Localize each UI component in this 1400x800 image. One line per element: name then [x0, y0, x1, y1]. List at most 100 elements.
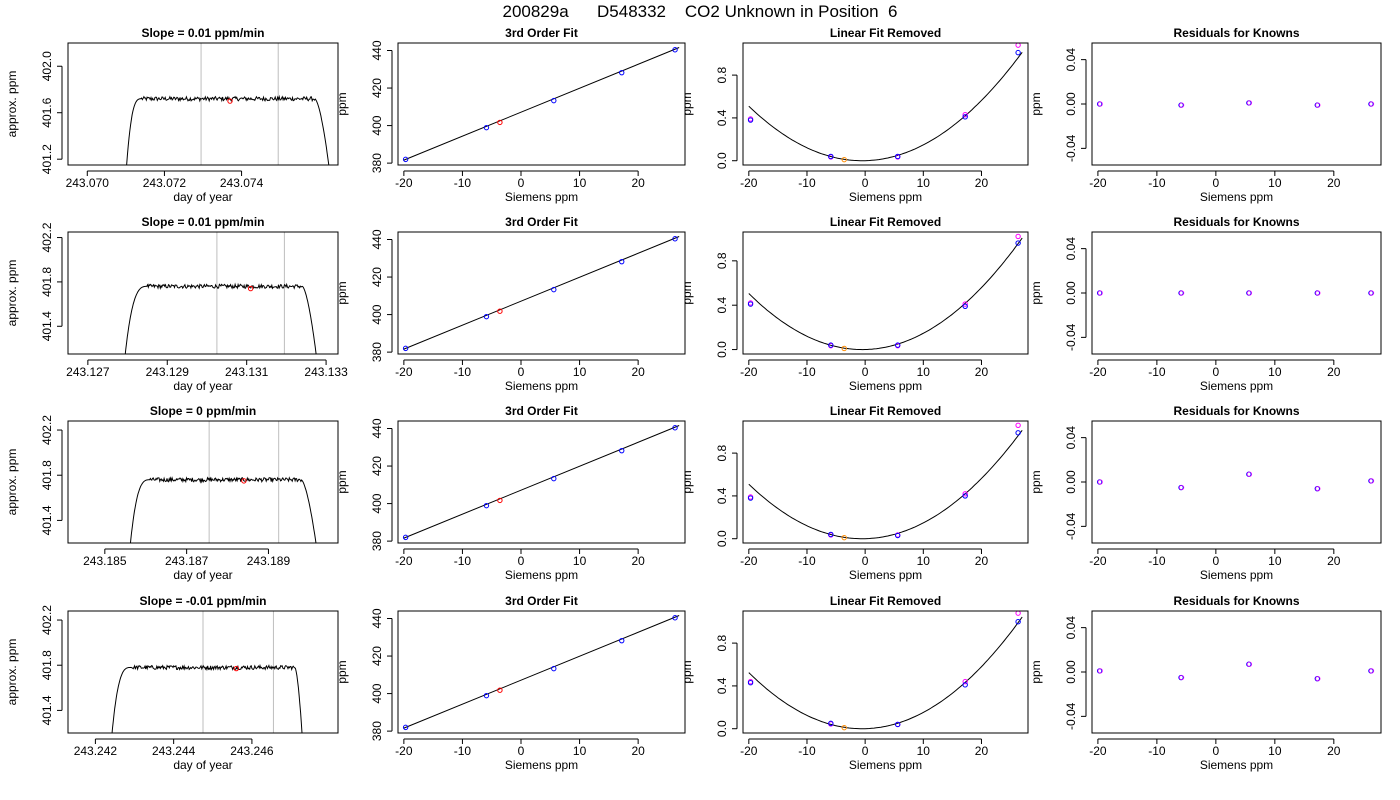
panel-title: Slope = -0.01 ppm/min [139, 594, 266, 608]
y-tick-label: 0.04 [1064, 426, 1078, 450]
fitted-point [1015, 43, 1021, 48]
figure-title: 200829a D548332 CO2 Unknown in Position … [502, 2, 898, 21]
x-axis-label: day of year [173, 379, 232, 393]
concentration-trace [124, 282, 317, 354]
x-tick-label: -10 [454, 744, 472, 758]
plot-frame [742, 420, 1029, 544]
x-tick-label: 10 [1268, 176, 1282, 190]
panel-linear_removed-row2: Linear Fit Removed Siemens ppm ppm -20 -10 0 1… [680, 215, 1029, 393]
y-axis: 0.0 0.4 0.8 [715, 444, 738, 547]
panel-residuals-row2: Residuals for Knowns Siemens ppm ppm -20 -10… [1029, 215, 1382, 393]
fitted-point [962, 301, 968, 307]
panel-fit-row2: 3rd Order Fit Siemens ppm ppm -20 -10 0 10 20 38… [335, 215, 686, 393]
fitted-point [1015, 611, 1021, 616]
unknown-point [841, 156, 847, 163]
x-tick-label: 243.072 [143, 176, 187, 190]
x-tick-label: -20 [740, 554, 758, 568]
y-tick-label: 0.00 [1064, 660, 1078, 684]
x-tick-label: 20 [975, 365, 989, 379]
residual-point-overlay [1246, 100, 1253, 106]
x-axis: 243.185 243.187 243.189 [83, 548, 291, 568]
panel-residuals-row4: Residuals for Knowns Siemens ppm ppm -20 -10… [1029, 594, 1382, 772]
known-point [895, 532, 901, 539]
x-tick-label: 243.242 [74, 744, 118, 758]
x-axis: -20 -10 0 10 20 [395, 738, 645, 758]
panel-title: Slope = 0.01 ppm/min [141, 26, 264, 40]
plot-frame [1091, 42, 1382, 166]
panel-residuals-row3: Residuals for Knowns Siemens ppm ppm -20 -10… [1029, 404, 1382, 582]
y-tick-label: 0.4 [715, 487, 729, 504]
x-tick-label: 10 [917, 554, 931, 568]
x-tick-label: 243.189 [247, 554, 291, 568]
x-tick-label: -20 [395, 554, 413, 568]
known-point [672, 47, 678, 53]
panel-title: Slope = 0 ppm/min [150, 404, 256, 418]
concentration-trace [129, 476, 317, 543]
y-axis: -0.04 0.00 0.04 [1064, 237, 1087, 351]
residual-curve [748, 429, 1023, 540]
plot-area [124, 232, 317, 354]
known-point [962, 303, 968, 310]
residual-point-overlay [1368, 101, 1375, 107]
x-axis-label: Siemens ppm [505, 568, 578, 582]
x-axis: -20 -10 0 10 20 [740, 548, 988, 568]
x-tick-label: 10 [1268, 554, 1282, 568]
plot-frame [742, 610, 1029, 734]
sample-marker [241, 478, 247, 484]
known-point [619, 637, 625, 644]
known-point [747, 301, 754, 307]
plot-area [1096, 290, 1375, 296]
x-tick-label: 20 [1327, 176, 1341, 190]
x-tick-label: 0 [1213, 554, 1220, 568]
y-axis-label: ppm [335, 281, 349, 304]
x-axis: -20 -10 0 10 20 [740, 170, 988, 190]
y-tick-label: -0.04 [1064, 512, 1078, 540]
y-axis: 401.4 401.8 402.2 [40, 605, 63, 725]
y-tick-label: 401.8 [40, 650, 54, 680]
y-axis: 401.4 401.8 402.2 [40, 222, 63, 341]
x-tick-label: 243.185 [83, 554, 127, 568]
x-tick-label: 0 [518, 554, 525, 568]
known-point [483, 692, 490, 699]
x-tick-label: 10 [573, 176, 587, 190]
panel-linear_removed-row1: Linear Fit Removed Siemens ppm ppm -20 -10 0 1… [680, 26, 1029, 204]
x-tick-label: 10 [573, 554, 587, 568]
panel-title: Residuals for Knowns [1173, 404, 1299, 418]
unknown-point [841, 534, 847, 541]
y-tick-label: 401.8 [40, 267, 54, 297]
y-tick-label: 0.4 [715, 677, 729, 694]
y-axis: 0.0 0.4 0.8 [715, 634, 738, 737]
fitted-point [962, 678, 968, 685]
panel-title: Residuals for Knowns [1173, 594, 1299, 608]
x-tick-label: 0 [1213, 176, 1220, 190]
y-tick-label: -0.04 [1064, 702, 1078, 730]
x-tick-label: 0 [862, 554, 869, 568]
x-axis-label: Siemens ppm [505, 758, 578, 772]
panel-title: 3rd Order Fit [505, 215, 578, 229]
x-tick-label: -20 [1089, 176, 1107, 190]
x-tick-label: 243.187 [165, 554, 209, 568]
panel-title: Residuals for Knowns [1173, 215, 1299, 229]
unknown-point [497, 497, 503, 504]
y-tick-label: 401.4 [40, 311, 54, 341]
x-axis: -20 -10 0 10 20 [740, 359, 989, 379]
x-axis-label: Siemens ppm [505, 379, 578, 393]
y-tick-label: 401.2 [40, 144, 54, 174]
panel-fit-row4: 3rd Order Fit Siemens ppm ppm -20 -10 0 10 20 38… [335, 594, 686, 772]
y-tick-label: 0.0 [715, 341, 729, 358]
residual-point-overlay [1315, 486, 1321, 492]
x-tick-label: 0 [518, 176, 525, 190]
y-tick-label: 0.04 [1064, 48, 1078, 72]
sample-marker [247, 285, 254, 292]
y-tick-label: 401.6 [40, 97, 54, 127]
y-axis-label: ppm [1029, 470, 1043, 493]
unknown-point [497, 687, 503, 693]
y-axis-label: ppm [335, 660, 349, 683]
known-point [672, 236, 678, 242]
panel-fit-row1: 3rd Order Fit Siemens ppm ppm -20 -10 0 10 20 38… [335, 26, 686, 204]
fit-line [403, 47, 680, 161]
unknown-point [841, 345, 847, 352]
plot-area [402, 47, 680, 163]
y-axis: 380 400 420 440 [370, 418, 393, 551]
x-tick-label: -20 [395, 176, 413, 190]
